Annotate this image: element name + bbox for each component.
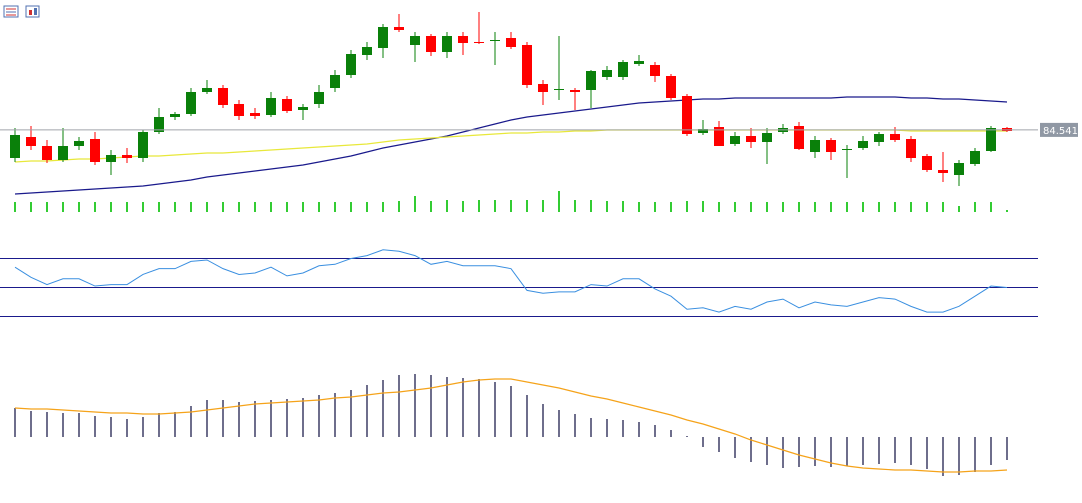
candle-body [346,54,356,75]
candle-body [378,27,388,48]
candle-body [74,141,84,146]
candle-body [250,113,260,116]
candle-body [282,99,292,111]
candle-body [666,76,676,98]
candle-body [922,156,932,170]
candle-body [298,107,308,110]
candle-body [362,47,372,55]
candle-body [730,136,740,144]
candle-body [954,163,964,175]
candle-body [330,75,340,88]
candle-body [890,134,900,140]
candle-body [10,135,20,158]
candle-body [58,146,68,160]
candle-body [810,140,820,152]
candle-body [554,89,564,90]
candle-body [154,117,164,132]
candle-body [106,155,116,162]
candle-body [682,96,692,134]
candle-body [874,134,884,142]
candle-body [714,127,724,146]
candle-body [906,139,916,158]
candle-body [570,90,580,92]
candle-body [490,40,500,41]
candle-body [474,42,484,43]
candle-body [506,38,516,47]
candle-body [522,45,532,85]
candle-body [394,27,404,30]
candle-body [202,88,212,92]
candle-body [218,88,228,105]
candle-body [858,141,868,148]
last-price-box [1040,122,1078,137]
signal-line [14,378,1008,473]
candle-body [186,92,196,114]
moving-average [14,96,1008,195]
icon-part [34,8,37,15]
candle-body [442,36,452,52]
candle-body [170,114,180,117]
candle-body [538,84,548,92]
candle-body [458,36,468,43]
oscillator-line [14,249,1008,313]
candle-body [586,71,596,90]
candle-body [26,137,36,146]
icon-part [29,10,32,15]
candle-body [410,36,420,45]
icon[interactable] [25,5,40,18]
candle-body [986,128,996,151]
candle-body [602,70,612,77]
toolbar-icons [3,5,40,18]
last-price-label: 84.541 [1043,126,1078,137]
candle-body [762,133,772,142]
candle-body [746,136,756,142]
candle-body [698,129,708,133]
candle-body [122,155,132,158]
candle-body [266,98,276,115]
candle-body [90,139,100,162]
candle-body [650,65,660,76]
candle-body [618,62,628,77]
candle-body [794,126,804,149]
candle-body [138,132,148,158]
candle-body [970,151,980,164]
candle-body [426,36,436,52]
candle-body [314,92,324,104]
candle-body [42,146,52,160]
candle-body [938,170,948,173]
candle-body [234,104,244,116]
candle-body [634,61,644,64]
candle-body [826,140,836,152]
candle-body [842,149,852,150]
